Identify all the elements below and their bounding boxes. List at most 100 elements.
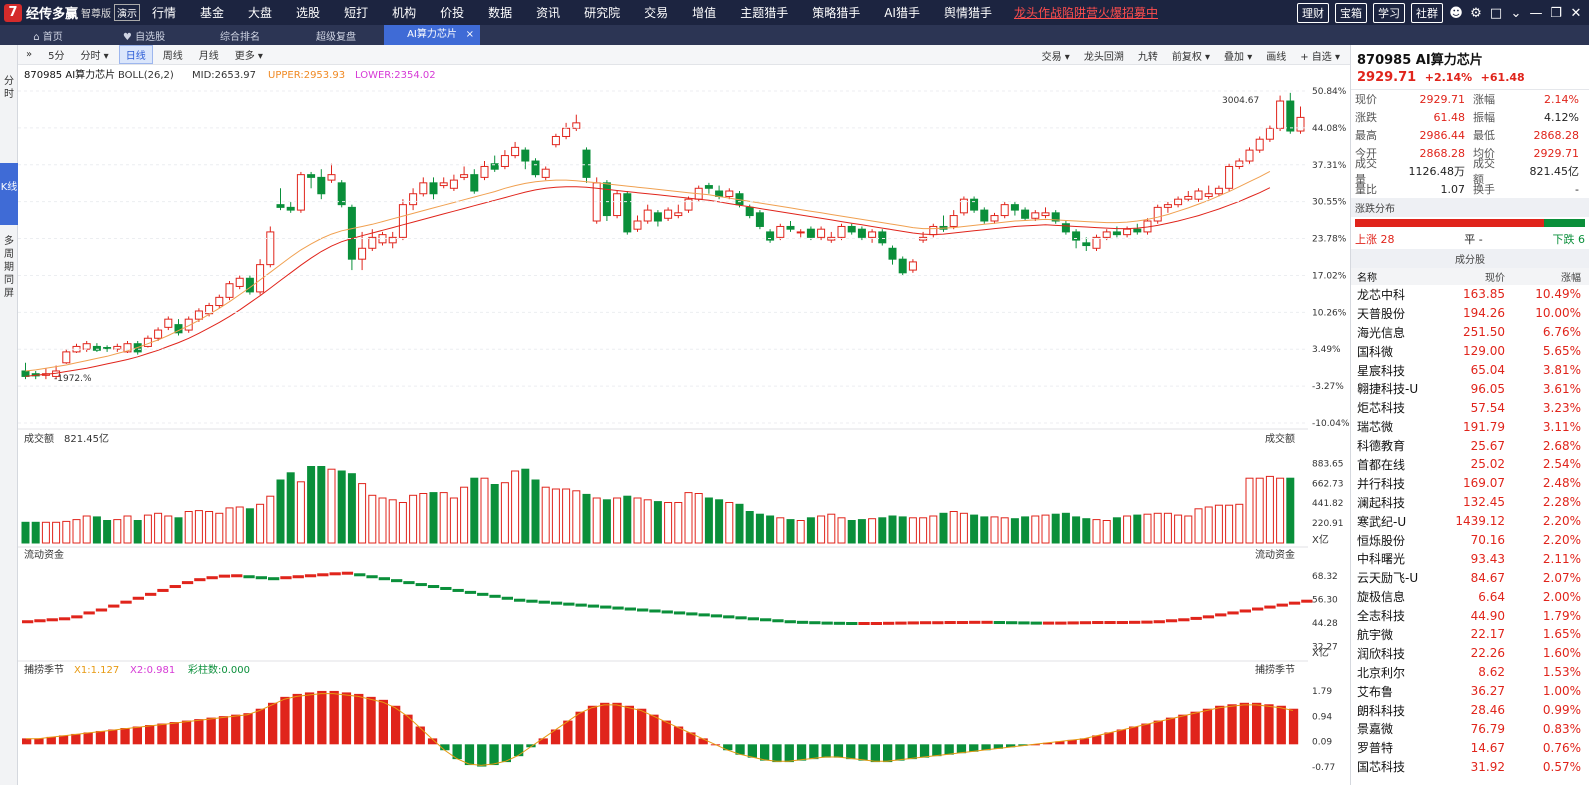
volume-bar[interactable] — [41, 521, 50, 544]
volume-bar[interactable] — [541, 486, 550, 544]
volume-bar[interactable] — [827, 513, 836, 544]
volume-bar[interactable] — [205, 511, 214, 544]
candle-body[interactable] — [1000, 204, 1009, 217]
close-icon[interactable]: ✕ — [1570, 5, 1582, 21]
volume-bar[interactable] — [908, 517, 917, 544]
menu-item-7[interactable]: 数据 — [488, 6, 513, 20]
candle-body[interactable] — [1245, 149, 1254, 162]
candle-body[interactable] — [215, 296, 224, 307]
candle-body[interactable] — [1072, 231, 1081, 241]
candle-body[interactable] — [194, 310, 203, 320]
candle-body[interactable] — [929, 225, 938, 236]
add-watchlist-button[interactable]: + 自选 ▾ — [1300, 52, 1340, 63]
candle-body[interactable] — [1204, 193, 1213, 197]
volume-bar[interactable] — [439, 492, 448, 544]
candle-body[interactable] — [154, 329, 163, 339]
candle-body[interactable] — [225, 283, 234, 298]
volume-bar[interactable] — [1102, 520, 1111, 544]
volume-bar[interactable] — [460, 486, 469, 544]
candle-body[interactable] — [562, 127, 571, 137]
candle-body[interactable] — [1265, 127, 1274, 140]
candle-body[interactable] — [62, 351, 71, 364]
volume-bar[interactable] — [1010, 518, 1019, 544]
kline-chart[interactable]: 870985 AI算力芯片 BOLL(26,2) MID:2653.97 UPP… — [18, 65, 1350, 785]
list-item[interactable]: 中科曙光 93.43 2.11% — [1351, 549, 1589, 568]
candle-body[interactable] — [1031, 212, 1040, 219]
overlay-button[interactable]: 叠加 ▾ — [1224, 52, 1253, 63]
candle-body[interactable] — [1133, 228, 1142, 233]
app-logo[interactable]: 7 经传多赢 智尊版 演示 — [0, 3, 141, 22]
candle-body[interactable] — [725, 190, 734, 197]
volume-bar[interactable] — [643, 499, 652, 544]
volume-bar[interactable] — [1214, 504, 1223, 544]
candle-body[interactable] — [113, 345, 122, 350]
candle-body[interactable] — [266, 231, 275, 266]
candle-body[interactable] — [82, 343, 91, 350]
candle-body[interactable] — [1021, 209, 1030, 219]
volume-bar[interactable] — [572, 490, 581, 544]
volume-bar[interactable] — [123, 515, 132, 544]
volume-bar[interactable] — [296, 481, 305, 544]
volume-bar[interactable] — [184, 511, 193, 544]
volume-bar[interactable] — [215, 512, 224, 544]
volume-bar[interactable] — [133, 520, 142, 544]
volume-bar[interactable] — [531, 479, 540, 544]
list-item[interactable]: 天普股份 194.26 10.00% — [1351, 304, 1589, 323]
volume-bar[interactable] — [174, 517, 183, 544]
volume-bar[interactable] — [1031, 515, 1040, 544]
volume-bar[interactable] — [725, 502, 734, 544]
volume-bar[interactable] — [898, 516, 907, 544]
user-icon[interactable]: ☻ — [1449, 5, 1463, 21]
candle-body[interactable] — [949, 215, 958, 227]
window-icon[interactable]: □ — [1489, 5, 1503, 21]
expand-icon[interactable]: » — [26, 49, 33, 60]
list-item[interactable]: 景嘉微 76.79 0.83% — [1351, 719, 1589, 738]
volume-bar[interactable] — [623, 495, 632, 544]
xuexi-button[interactable]: 学习 — [1373, 3, 1405, 23]
volume-bar[interactable] — [613, 497, 622, 544]
multi-period-button[interactable]: 多周期同屏 — [4, 236, 14, 299]
minimize-icon[interactable]: — — [1529, 5, 1543, 21]
candle-body[interactable] — [337, 182, 346, 206]
volume-bar[interactable] — [817, 515, 826, 544]
candle-body[interactable] — [1153, 206, 1162, 222]
candle-body[interactable] — [1082, 242, 1091, 247]
licai-button[interactable]: 理财 — [1297, 3, 1329, 23]
volume-bar[interactable] — [1245, 477, 1254, 544]
tab-ranking[interactable]: 综合排名 — [192, 28, 288, 43]
candle-body[interactable] — [1112, 231, 1121, 236]
volume-bar[interactable] — [368, 494, 377, 544]
list-item[interactable]: 星宸科技 65.04 3.81% — [1351, 361, 1589, 380]
volume-bar[interactable] — [286, 472, 295, 544]
volume-bar[interactable] — [837, 517, 846, 544]
volume-bar[interactable] — [1082, 518, 1091, 544]
volume-bar[interactable] — [990, 516, 999, 544]
candle-body[interactable] — [1214, 187, 1223, 195]
volume-bar[interactable] — [786, 519, 795, 544]
period-month[interactable]: 月线 — [198, 51, 219, 62]
tab-home[interactable]: ⌂ 首页 — [0, 28, 96, 43]
candle-body[interactable] — [1286, 100, 1295, 132]
volume-bar[interactable] — [225, 507, 234, 544]
volume-bar[interactable] — [327, 468, 336, 544]
period-more[interactable]: 更多 ▾ — [234, 51, 263, 62]
volume-bar[interactable] — [317, 466, 326, 544]
candle-body[interactable] — [1051, 212, 1060, 222]
tab-watchlist[interactable]: ♥ 自选股 — [96, 28, 192, 43]
kline-view-button[interactable]: K线 — [0, 163, 18, 225]
volume-bar[interactable] — [959, 512, 968, 544]
volume-bar[interactable] — [766, 515, 775, 544]
volume-bar[interactable] — [429, 492, 438, 544]
candle-body[interactable] — [1041, 212, 1050, 217]
candle-body[interactable] — [388, 236, 397, 244]
volume-bar[interactable] — [806, 517, 815, 544]
menu-item-8[interactable]: 资讯 — [536, 6, 561, 20]
period-day[interactable]: 日线 — [118, 45, 153, 64]
candle-body[interactable] — [235, 277, 244, 287]
candle-body[interactable] — [347, 206, 356, 260]
candle-body[interactable] — [970, 198, 979, 211]
volume-bar[interactable] — [358, 483, 367, 544]
list-item[interactable]: 润欣科技 22.26 1.60% — [1351, 644, 1589, 663]
header-pct[interactable]: 涨幅 — [1561, 273, 1581, 284]
volume-bar[interactable] — [378, 497, 387, 544]
